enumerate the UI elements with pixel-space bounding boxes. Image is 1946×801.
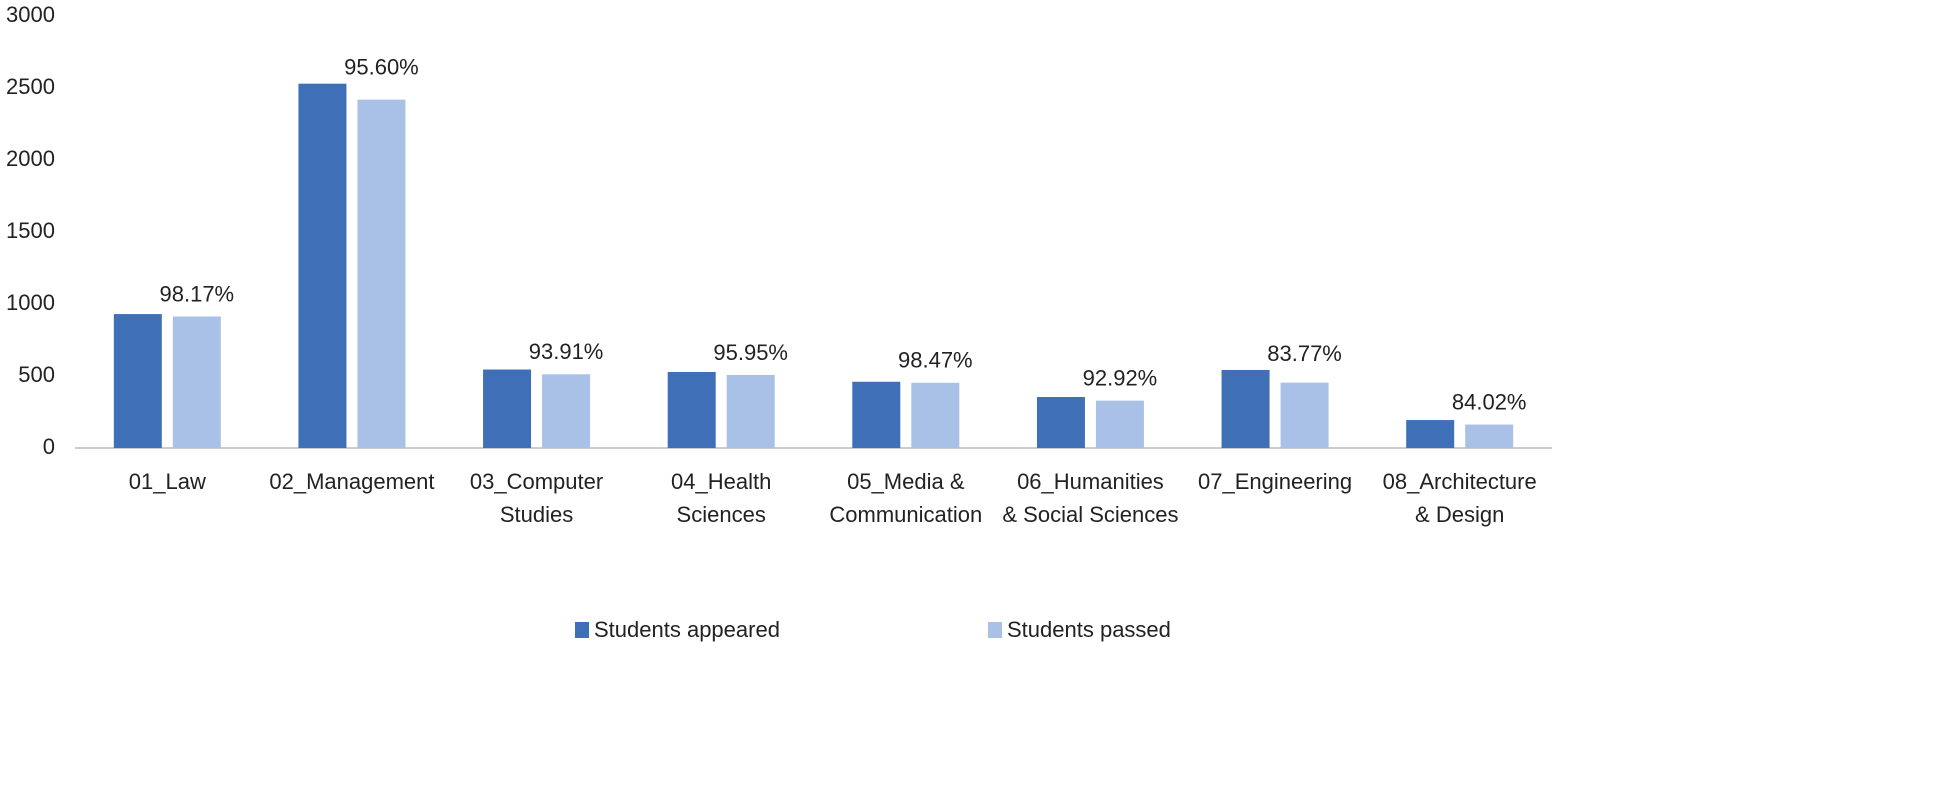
x-tick-label: 01_Law [129, 469, 206, 494]
y-tick-label: 1000 [6, 290, 55, 315]
x-tick-label: 06_Humanities [1017, 469, 1164, 494]
legend-swatch [575, 622, 589, 638]
y-tick-label: 2000 [6, 146, 55, 171]
x-tick-label: & Social Sciences [1002, 502, 1178, 527]
x-tick-label: 03_Computer [470, 469, 603, 494]
annotation: 93.91% [529, 339, 604, 364]
annotation: 98.47% [898, 348, 973, 373]
bar [667, 371, 716, 448]
bar [113, 314, 162, 448]
y-tick-label: 3000 [6, 2, 55, 27]
bar [357, 99, 406, 448]
bar [483, 369, 532, 448]
x-tick-label: 08_Architecture [1383, 469, 1537, 494]
bar [1095, 400, 1144, 448]
bar [542, 374, 591, 448]
annotation: 84.02% [1452, 389, 1527, 414]
bar [911, 382, 960, 448]
annotation: 95.60% [344, 54, 419, 79]
y-tick-label: 2500 [6, 74, 55, 99]
annotation: 98.17% [160, 281, 235, 306]
legend-swatch [988, 622, 1002, 638]
y-tick-label: 500 [18, 362, 55, 387]
x-tick-label: Sciences [677, 502, 766, 527]
x-tick-label: Communication [829, 502, 982, 527]
x-tick-label: 07_Engineering [1198, 469, 1352, 494]
annotation: 92.92% [1083, 365, 1158, 390]
x-tick-label: Studies [500, 502, 573, 527]
bar [298, 83, 347, 449]
bar [1406, 420, 1455, 448]
bar [1465, 424, 1514, 448]
bar [852, 381, 901, 448]
legend-label: Students passed [1007, 617, 1171, 642]
x-tick-label: 05_Media & [847, 469, 965, 494]
annotation: 95.95% [713, 340, 788, 365]
x-tick-label: 02_Management [269, 469, 434, 494]
bar [172, 316, 221, 448]
legend-label: Students appeared [594, 617, 780, 642]
bar [1221, 369, 1270, 448]
y-tick-label: 1500 [6, 218, 55, 243]
annotation: 83.77% [1267, 341, 1342, 366]
bar [1280, 382, 1329, 448]
bar [726, 374, 775, 448]
x-tick-label: 04_Health [671, 469, 771, 494]
bar [1036, 397, 1085, 448]
y-tick-label: 0 [43, 434, 55, 459]
x-tick-label: & Design [1415, 502, 1504, 527]
